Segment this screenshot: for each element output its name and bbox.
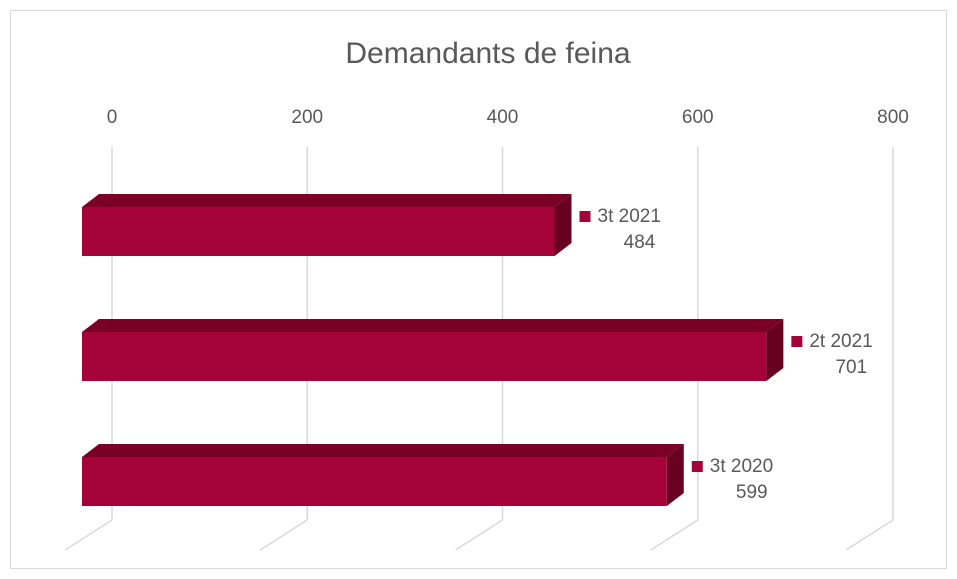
data-label-value: 599: [736, 482, 768, 503]
legend-key: [579, 211, 591, 222]
legend-key: [791, 336, 803, 347]
bar-side: [766, 319, 784, 381]
bar-side: [554, 194, 572, 256]
data-label-category: 2t 2021: [809, 331, 872, 352]
x-tick-label: 0: [107, 107, 118, 128]
bar-top: [82, 319, 784, 332]
data-label-value: 701: [835, 357, 867, 378]
grid-line: [259, 519, 308, 551]
x-tick-label: 800: [877, 107, 909, 128]
bar-top: [82, 194, 572, 207]
grid-line: [845, 519, 894, 551]
bar-side: [666, 444, 684, 506]
x-tick-label: 200: [291, 107, 323, 128]
grid-line: [455, 519, 503, 551]
x-tick-label: 600: [682, 107, 714, 128]
bar-top: [82, 444, 684, 457]
x-tick-label: 400: [487, 107, 519, 128]
grid-line: [64, 519, 113, 551]
data-label-category: 3t 2020: [710, 456, 773, 477]
data-label-category: 3t 2021: [598, 206, 661, 227]
chart-title: Demandants de feina: [345, 37, 631, 70]
bar: [82, 332, 767, 381]
legend-key: [691, 461, 703, 472]
bar: [82, 207, 555, 256]
grid-line: [650, 519, 699, 551]
data-label-value: 484: [624, 232, 656, 253]
bar: [82, 457, 667, 506]
